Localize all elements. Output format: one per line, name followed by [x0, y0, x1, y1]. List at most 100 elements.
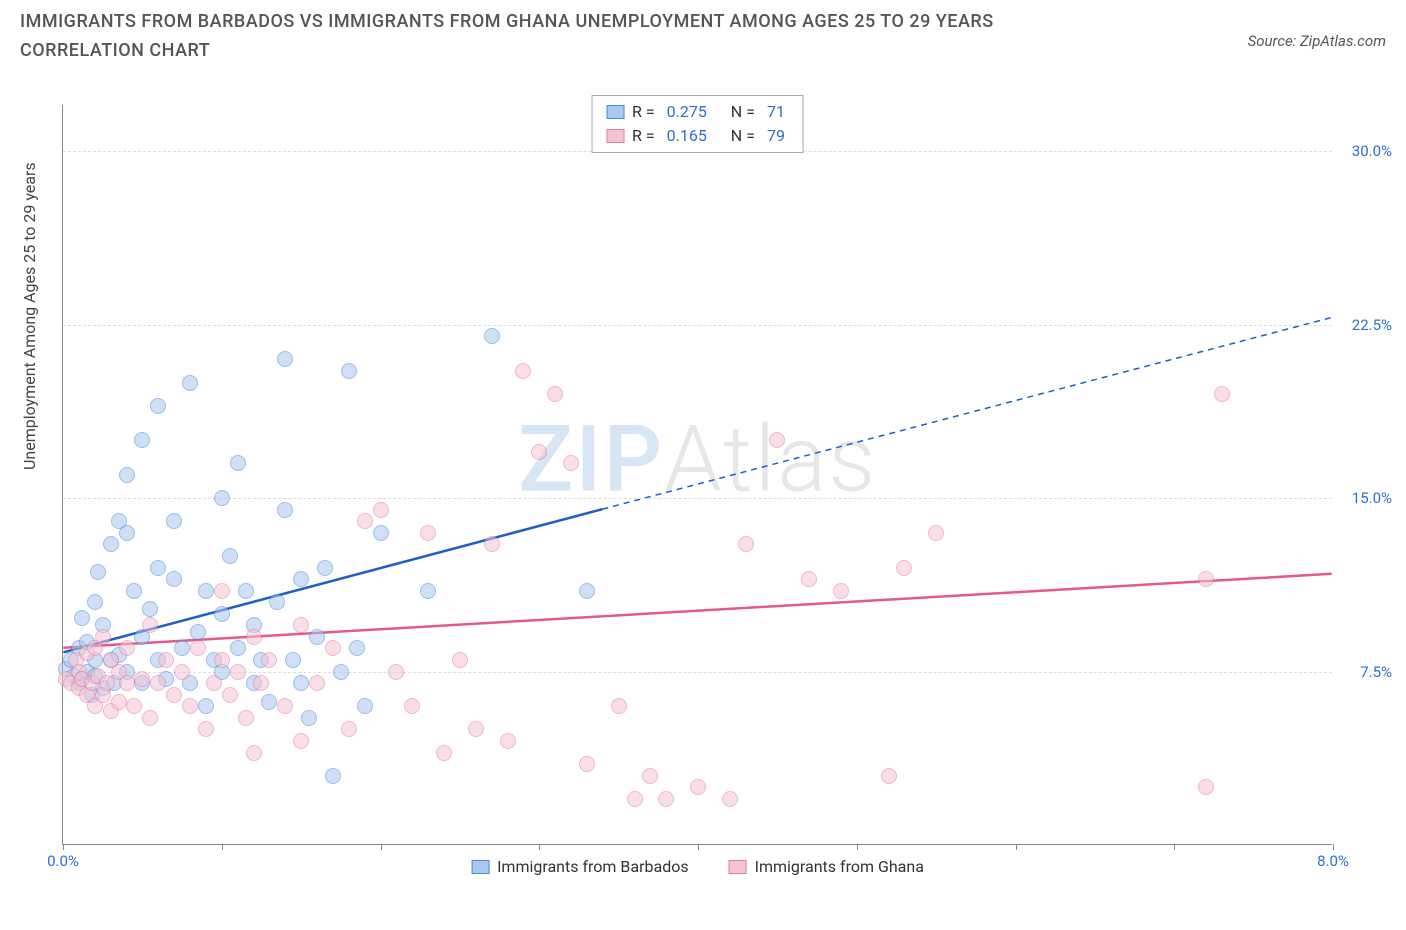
legend-row-ghana: R = 0.165 N = 79 [606, 124, 789, 148]
scatter-point [627, 791, 643, 807]
scatter-point [119, 525, 135, 541]
scatter-point [658, 791, 674, 807]
scatter-point [642, 768, 658, 784]
scatter-point [928, 525, 944, 541]
scatter-point [285, 652, 301, 668]
scatter-point [87, 594, 103, 610]
r-value-ghana: 0.165 [663, 124, 711, 148]
chart-title: IMMIGRANTS FROM BARBADOS VS IMMIGRANTS F… [20, 8, 1120, 66]
scatter-point [357, 698, 373, 714]
scatter-point [420, 583, 436, 599]
scatter-point [833, 583, 849, 599]
scatter-point [230, 640, 246, 656]
scatter-point [246, 745, 262, 761]
scatter-point [222, 687, 238, 703]
y-axis-label: Unemployment Among Ages 25 to 29 years [20, 162, 39, 470]
scatter-point [150, 560, 166, 576]
x-tick [698, 844, 699, 850]
y-tick-label: 22.5% [1352, 316, 1392, 334]
scatter-point [325, 768, 341, 784]
scatter-point [317, 560, 333, 576]
scatter-point [119, 640, 135, 656]
swatch-ghana-icon [729, 860, 747, 874]
legend-item-ghana: Immigrants from Ghana [729, 857, 924, 876]
trend-lines [63, 105, 1332, 844]
scatter-point [515, 363, 531, 379]
plot-area: ZIPAtlas R = 0.275 N = 71 R = 0.165 N = … [62, 105, 1332, 845]
scatter-point [246, 629, 262, 645]
scatter-point [174, 664, 190, 680]
scatter-point [388, 664, 404, 680]
scatter-point [309, 675, 325, 691]
scatter-point [95, 629, 111, 645]
scatter-point [896, 560, 912, 576]
scatter-point [166, 571, 182, 587]
scatter-point [142, 710, 158, 726]
scatter-point [349, 640, 365, 656]
scatter-point [198, 583, 214, 599]
scatter-point [277, 351, 293, 367]
scatter-point [293, 675, 309, 691]
x-tick [63, 844, 64, 850]
scatter-point [190, 624, 206, 640]
gridline [63, 325, 1332, 326]
swatch-ghana [606, 129, 624, 143]
scatter-point [579, 756, 595, 772]
legend-item-barbados: Immigrants from Barbados [471, 857, 689, 876]
r-value-barbados: 0.275 [663, 100, 711, 124]
scatter-point [261, 652, 277, 668]
scatter-point [166, 513, 182, 529]
scatter-point [801, 571, 817, 587]
scatter-point [134, 432, 150, 448]
n-value-ghana: 79 [763, 124, 789, 148]
scatter-point [341, 363, 357, 379]
y-tick-label: 7.5% [1360, 663, 1392, 681]
scatter-point [206, 675, 222, 691]
scatter-point [722, 791, 738, 807]
scatter-point [150, 675, 166, 691]
scatter-point [253, 675, 269, 691]
scatter-point [90, 564, 106, 580]
scatter-point [238, 710, 254, 726]
n-value-barbados: 71 [763, 100, 789, 124]
source-label: Source: ZipAtlas.com [1248, 8, 1386, 50]
gridline [63, 672, 1332, 673]
x-tick [1016, 844, 1017, 850]
x-tick [222, 844, 223, 850]
scatter-point [214, 583, 230, 599]
scatter-point [1198, 571, 1214, 587]
scatter-point [174, 640, 190, 656]
scatter-point [301, 710, 317, 726]
series-legend: Immigrants from Barbados Immigrants from… [471, 857, 924, 876]
scatter-point [150, 398, 166, 414]
scatter-point [579, 583, 595, 599]
r-label: R = [632, 124, 655, 148]
y-tick-label: 15.0% [1352, 489, 1392, 507]
scatter-point [373, 525, 389, 541]
scatter-point [293, 733, 309, 749]
scatter-point [158, 652, 174, 668]
scatter-point [769, 432, 785, 448]
scatter-point [357, 513, 373, 529]
r-label: R = [632, 100, 655, 124]
legend-row-barbados: R = 0.275 N = 71 [606, 100, 789, 124]
x-tick [1174, 844, 1175, 850]
scatter-point [1198, 779, 1214, 795]
scatter-point [881, 768, 897, 784]
scatter-point [74, 610, 90, 626]
scatter-point [611, 698, 627, 714]
scatter-point [126, 583, 142, 599]
scatter-point [309, 629, 325, 645]
scatter-point [230, 664, 246, 680]
scatter-point [126, 698, 142, 714]
swatch-barbados [606, 105, 624, 119]
scatter-point [198, 698, 214, 714]
scatter-point [484, 328, 500, 344]
x-tick-label: 0.0% [47, 852, 79, 870]
legend-label-barbados: Immigrants from Barbados [497, 857, 689, 876]
scatter-point [238, 583, 254, 599]
x-tick [857, 844, 858, 850]
scatter-point [269, 594, 285, 610]
x-tick-label: 8.0% [1317, 852, 1349, 870]
scatter-point [500, 733, 516, 749]
